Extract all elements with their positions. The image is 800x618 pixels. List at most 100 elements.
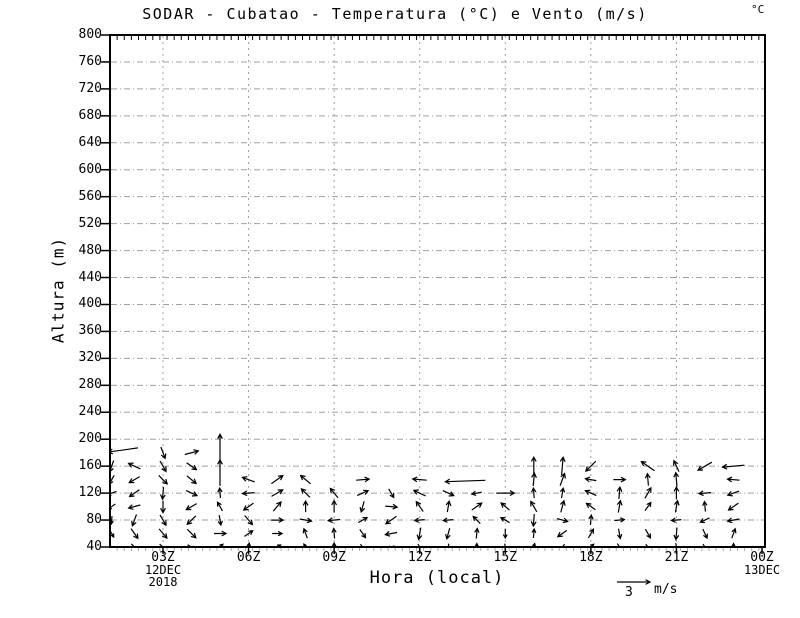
wind-vector (111, 490, 117, 497)
y-tick-label-360: 360 (78, 323, 102, 339)
wind-vector (356, 476, 371, 483)
wind-vector (471, 502, 483, 511)
wind-vector (559, 472, 566, 486)
wind-vector (416, 527, 423, 541)
wind-vector (673, 459, 680, 472)
wind-vector (726, 476, 740, 483)
wind-vector (697, 490, 711, 497)
wind-vector (587, 528, 595, 539)
axis-frame (109, 34, 766, 548)
wind-vector (111, 475, 115, 484)
wind-vector (111, 516, 114, 526)
wind-vector (675, 542, 677, 546)
wind-vector (128, 476, 140, 484)
wind-vector (302, 527, 308, 539)
wind-vector (111, 447, 138, 455)
wind-vector (271, 517, 285, 523)
wind-vector (359, 501, 366, 514)
wind-vector (217, 486, 223, 499)
wind-vector (331, 541, 337, 546)
wind-vector (559, 499, 566, 513)
y-tick-label-480: 480 (78, 242, 102, 258)
wind-vector (585, 460, 597, 472)
wind-vector (590, 543, 595, 546)
reference-arrow (617, 579, 652, 585)
y-tick-label-440: 440 (78, 269, 102, 285)
wind-vector (160, 500, 166, 514)
wind-vector (359, 529, 367, 539)
wind-vector (303, 542, 307, 546)
wind-vector (616, 499, 623, 513)
wind-vector (584, 476, 597, 483)
y-tick-label-680: 680 (78, 107, 102, 123)
reference-arrow-value: 3 (625, 585, 633, 600)
wind-vector (241, 490, 255, 497)
wind-vector (496, 490, 516, 497)
wind-vector (358, 516, 369, 524)
y-tick-label-240: 240 (78, 404, 102, 420)
y-tick-label-600: 600 (78, 161, 102, 177)
x-date-label-2018: 2018 (148, 575, 178, 589)
y-tick-label-320: 320 (78, 350, 102, 366)
wind-vector (645, 543, 648, 546)
wind-vector (673, 499, 680, 513)
wind-vector (616, 543, 620, 546)
y-tick-label-80: 80 (86, 512, 102, 528)
wind-vectors (111, 433, 745, 546)
wind-vector (556, 517, 569, 524)
wind-vector (531, 486, 537, 499)
wind-vector (532, 542, 536, 546)
x-tick-label-06Z: 06Z (236, 550, 261, 565)
wind-vector (299, 517, 313, 524)
wind-vector (242, 502, 254, 511)
wind-vector (530, 514, 537, 528)
wind-vector (726, 490, 740, 497)
wind-vector (276, 544, 282, 546)
wind-vector (111, 531, 115, 539)
wind-vector (613, 476, 627, 483)
wind-vector (616, 528, 623, 540)
wind-vector (159, 487, 166, 501)
y-tick-label-560: 560 (78, 188, 102, 204)
wind-vector (186, 528, 197, 539)
wind-vector (186, 515, 197, 526)
wind-vector (670, 517, 682, 523)
x-date-label-12DEC: 12DEC (144, 563, 182, 577)
wind-vector (130, 528, 139, 540)
wind-vector (158, 474, 169, 485)
wind-vector (300, 488, 311, 498)
wind-vector (326, 517, 341, 524)
wind-vector (185, 490, 199, 497)
y-tick-label-40: 40 (86, 539, 102, 554)
x-tick-label-12Z: 12Z (407, 550, 432, 565)
wind-vector (184, 449, 200, 456)
wind-vector (559, 455, 566, 476)
axis-ticks (101, 34, 763, 554)
wind-vector (413, 517, 425, 523)
wind-vector (244, 515, 254, 526)
wind-vector (499, 516, 510, 524)
wind-vector (272, 501, 282, 512)
wind-vector (159, 543, 166, 546)
wind-vector (384, 530, 398, 537)
y-tick-label-200: 200 (78, 431, 102, 447)
wind-vector (412, 489, 426, 497)
wind-vector (721, 463, 745, 470)
y-tick-label-520: 520 (78, 215, 102, 231)
x-tick-label-15Z: 15Z (493, 550, 518, 565)
wind-vector (359, 543, 363, 546)
x-tick-label-18Z: 18Z (579, 550, 603, 565)
wind-vector (531, 527, 537, 539)
wind-vector (244, 529, 254, 537)
y-tick-label-280: 280 (78, 377, 102, 393)
wind-vector (111, 503, 116, 510)
wind-vector (216, 501, 224, 512)
y-tick-label-160: 160 (78, 458, 102, 474)
wind-vector (584, 489, 597, 497)
x-tick-label-21Z: 21Z (664, 550, 689, 565)
wind-vector (385, 503, 399, 510)
wind-vector (474, 527, 480, 539)
x-tick-label-03Z: 03Z (151, 550, 175, 565)
